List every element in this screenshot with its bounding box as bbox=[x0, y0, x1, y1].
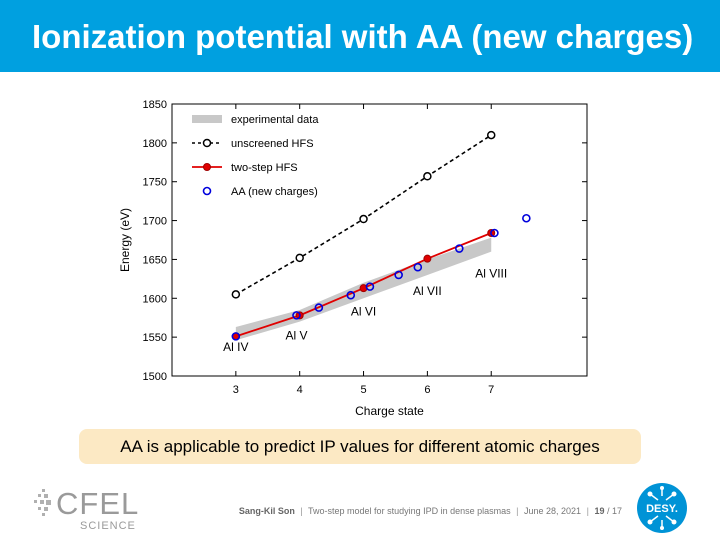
legend-band-swatch bbox=[192, 115, 222, 123]
callout-text: AA is applicable to predict IP values fo… bbox=[120, 437, 600, 456]
legend-label: AA (new charges) bbox=[231, 186, 318, 198]
aa-point bbox=[413, 262, 423, 272]
conclusion-callout: AA is applicable to predict IP values fo… bbox=[79, 429, 641, 464]
cfel-logo-text: CFEL bbox=[56, 486, 140, 521]
cfel-logo-subtext: SCIENCE bbox=[80, 520, 136, 532]
unscreened-hfs-point bbox=[423, 172, 432, 181]
x-tick-label: 6 bbox=[424, 384, 430, 396]
aa-point bbox=[394, 270, 403, 280]
footer: Sang-Kil Son | Two-step model for studyi… bbox=[239, 506, 622, 516]
legend-label: experimental data bbox=[231, 114, 319, 126]
unscreened-hfs-point bbox=[359, 214, 368, 224]
slide-title: Ionization potential with AA (new charge… bbox=[32, 18, 694, 55]
y-tick-label: 1750 bbox=[143, 177, 167, 189]
legend-aa-marker bbox=[202, 186, 212, 196]
unscreened-hfs-point bbox=[486, 130, 496, 140]
desy-logo-text: DESY. bbox=[646, 503, 678, 515]
footer-author: Sang-Kil Son bbox=[238, 506, 295, 516]
y-tick-label: 1600 bbox=[143, 293, 167, 305]
aa-point bbox=[292, 311, 301, 320]
desy-logo-icon: DESY. bbox=[637, 483, 687, 533]
unscreened-hfs-line bbox=[235, 134, 492, 296]
y-tick-label: 1700 bbox=[143, 216, 167, 228]
charge-state-annotation: Al V bbox=[285, 328, 307, 342]
y-tick-label: 1550 bbox=[143, 332, 167, 344]
aa-point bbox=[346, 290, 356, 300]
footer-separator: | bbox=[516, 506, 519, 516]
y-tick-label: 1650 bbox=[143, 254, 167, 266]
footer-total: / 17 bbox=[606, 506, 622, 516]
charge-state-annotation: Al VI bbox=[351, 304, 376, 318]
legend-label: two-step HFS bbox=[231, 162, 298, 174]
legend-two-step-marker bbox=[203, 163, 211, 171]
title-bar: Ionization potential with AA (new charge… bbox=[0, 0, 720, 72]
aa-point bbox=[314, 303, 324, 312]
footer-date: June 28, 2021 bbox=[524, 506, 582, 516]
x-axis-label: Charge state bbox=[355, 404, 424, 418]
aa-point bbox=[365, 282, 375, 291]
y-tick-label: 1800 bbox=[143, 138, 167, 150]
footer-talk: Two-step model for studying IPD in dense… bbox=[308, 506, 511, 516]
unscreened-hfs-point bbox=[231, 290, 241, 299]
plot-frame bbox=[171, 103, 588, 377]
legend-label: unscreened HFS bbox=[231, 138, 314, 150]
footer-page: 19 bbox=[594, 506, 605, 516]
footer-separator: | bbox=[586, 506, 589, 516]
charge-state-annotation: Al IV bbox=[223, 340, 248, 354]
x-tick-label: 7 bbox=[488, 384, 494, 396]
x-tick-label: 5 bbox=[360, 384, 366, 396]
legend-unscreened-marker bbox=[202, 138, 212, 148]
aa-point bbox=[522, 213, 531, 223]
charge-state-annotation: Al VII bbox=[413, 284, 442, 298]
y-axis-label: Energy (eV) bbox=[118, 208, 132, 272]
x-tick-label: 3 bbox=[233, 384, 239, 396]
aa-point bbox=[231, 332, 241, 341]
x-tick-label: 4 bbox=[297, 384, 303, 396]
y-tick-label: 1850 bbox=[143, 99, 167, 111]
footer-separator: | bbox=[300, 506, 303, 516]
aa-point bbox=[490, 228, 499, 238]
charge-state-annotation: Al VIII bbox=[475, 266, 507, 280]
two-step-hfs-point bbox=[423, 254, 432, 263]
unscreened-hfs-point bbox=[295, 253, 304, 263]
y-tick-label: 1500 bbox=[143, 371, 167, 383]
cfel-logo-icon bbox=[34, 489, 51, 516]
aa-point bbox=[455, 244, 464, 253]
